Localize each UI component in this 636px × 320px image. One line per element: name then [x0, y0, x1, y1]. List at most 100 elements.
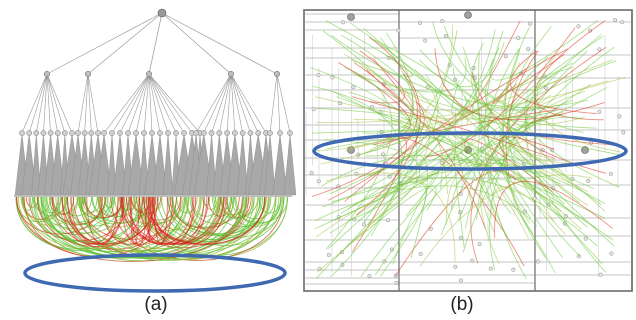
- bundle-edge-b: [381, 52, 602, 206]
- tree-node: [181, 130, 187, 136]
- highlight-ellipse-a: [23, 253, 287, 293]
- bundle-edge-b: [505, 90, 586, 224]
- tree-edge: [276, 73, 291, 134]
- treemap-node: [418, 251, 423, 256]
- tree-edge: [230, 73, 251, 134]
- treemap-node: [453, 264, 458, 269]
- bundle-edge-b: [373, 109, 557, 146]
- highlight-ellipse-b: [312, 131, 628, 171]
- bundle-edge: [150, 196, 195, 245]
- tree-edge: [87, 73, 92, 134]
- bundle-edge-b: [434, 83, 469, 127]
- bundle-edge-b: [325, 137, 481, 180]
- bundle-edge-b: [357, 29, 496, 178]
- tree-node: [47, 130, 54, 136]
- treemap-node: [470, 258, 475, 263]
- bundle-edge-b: [471, 89, 478, 118]
- treemap-node: [316, 72, 321, 77]
- tree-node: [200, 130, 207, 136]
- bundle-edge-b: [320, 75, 535, 165]
- bundle-edge: [220, 196, 246, 216]
- tree-edge: [230, 73, 243, 134]
- bundle-edge-b: [471, 42, 514, 110]
- treemap-node: [511, 267, 516, 272]
- bundle-edge: [147, 196, 151, 245]
- bundle-edge-b: [494, 180, 613, 239]
- bundle-edge-b: [501, 62, 571, 164]
- bundle-edge: [82, 196, 86, 206]
- bundle-edge-b: [502, 26, 547, 259]
- tree-edge: [211, 73, 232, 134]
- treemap-node: [477, 242, 482, 247]
- bundle-edge-b: [312, 73, 419, 197]
- bundle-edge: [17, 196, 224, 259]
- leaf-fan: [162, 133, 174, 196]
- tree-edge: [148, 73, 153, 134]
- bundle-edge-b: [361, 65, 586, 126]
- bundle-edge: [153, 196, 168, 245]
- tree-node: [273, 70, 281, 78]
- bundle-edge-b: [489, 19, 599, 81]
- tree-edge: [87, 12, 163, 75]
- bundle-edge-b: [340, 153, 455, 214]
- bundle-edge: [130, 196, 148, 245]
- tree-node: [145, 70, 153, 78]
- bundle-edge-b: [347, 177, 598, 247]
- bundle-edge-b: [440, 153, 508, 238]
- bundle-edge-b: [514, 150, 589, 192]
- tree-edge: [127, 73, 150, 134]
- tree-node: [239, 130, 246, 136]
- tree-edge: [111, 73, 150, 134]
- tree-node: [69, 130, 75, 136]
- tree-node: [141, 130, 147, 136]
- bundle-edge-b: [510, 50, 597, 115]
- bundle-edge: [133, 196, 186, 223]
- treemap-node: [621, 130, 626, 135]
- tree-edge: [43, 73, 48, 134]
- bundle-edge: [67, 196, 144, 245]
- panel-b-treemap-edge-bundling: [303, 9, 633, 292]
- tree-node: [232, 130, 238, 136]
- bundle-edge: [119, 196, 270, 259]
- tree-node: [287, 130, 293, 136]
- treemap-node: [394, 280, 399, 285]
- treemap-node: [586, 178, 591, 183]
- treemap-node: [326, 252, 331, 257]
- treemap-node: [423, 38, 428, 43]
- bundle-edge-b: [425, 27, 576, 158]
- tree-node: [277, 130, 283, 136]
- bundle-edge-b: [325, 20, 413, 78]
- treemap-node: [526, 47, 531, 52]
- bundle-edge-b: [341, 34, 556, 274]
- bundle-edge-b: [484, 30, 527, 279]
- bundle-edge: [98, 196, 259, 260]
- bundle-edge-b: [310, 66, 417, 177]
- tree-node: [54, 130, 61, 136]
- treemap-node: [620, 20, 625, 25]
- treemap-node: [617, 114, 622, 119]
- tree-node: [40, 130, 47, 136]
- tree-node: [117, 130, 123, 136]
- tree-edge: [195, 73, 232, 134]
- treemap-node: [367, 274, 372, 279]
- tree-edge: [148, 73, 161, 134]
- bundle-edge-b: [454, 150, 465, 248]
- panel-label-a: (a): [144, 294, 168, 315]
- bundle-edge-b: [316, 110, 431, 273]
- bundle-edge: [99, 196, 220, 249]
- edge-bundles: [15, 196, 289, 262]
- bundle-edge-b: [502, 26, 552, 235]
- panel-a-hierarchical-edge-bundling: [14, 8, 297, 293]
- bundle-edge-b: [451, 79, 470, 116]
- bundle-edge: [33, 196, 51, 213]
- tree-edge: [148, 73, 169, 134]
- bundle-edge-b: [348, 109, 487, 222]
- tree-edge: [84, 73, 89, 134]
- bundle-edge: [106, 196, 109, 207]
- bundle-edge: [34, 196, 68, 217]
- bundle-edge: [221, 196, 231, 210]
- bundle-edge: [101, 196, 130, 218]
- treemap-node: [576, 24, 581, 29]
- bundle-edge-b: [321, 154, 562, 212]
- bundle-edge-b: [478, 112, 563, 258]
